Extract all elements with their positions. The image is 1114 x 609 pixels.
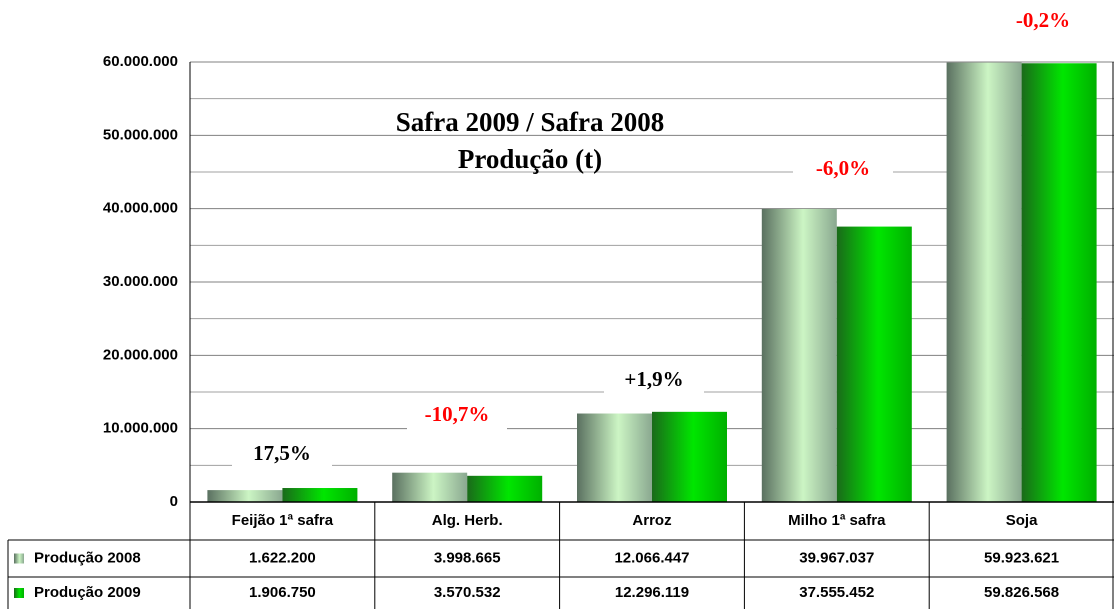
y-tick-label: 0 xyxy=(170,493,178,510)
bar xyxy=(652,411,727,502)
table-value: 59.923.621 xyxy=(984,549,1059,566)
table-value: 3.998.665 xyxy=(434,549,501,566)
annotation: -6,0% xyxy=(816,156,870,180)
y-tick-label: 40.000.000 xyxy=(103,200,178,217)
y-tick-label: 20.000.000 xyxy=(103,346,178,363)
bar xyxy=(282,488,358,502)
bar xyxy=(392,472,468,502)
annotation: -10,7% xyxy=(425,402,490,426)
legend-key xyxy=(14,588,24,598)
table-value: 59.826.568 xyxy=(984,584,1059,601)
bar xyxy=(577,413,652,502)
y-tick-label: 10.000.000 xyxy=(103,420,178,437)
annotation-bg xyxy=(793,150,893,190)
category-label: Alg. Herb. xyxy=(432,512,503,529)
bar xyxy=(946,62,1022,502)
chart-title: Produção (t) xyxy=(458,144,602,174)
category-label: Soja xyxy=(1006,512,1038,529)
annotation: 17,5% xyxy=(253,441,311,465)
legend-key xyxy=(14,553,24,564)
table-value: 1.622.200 xyxy=(249,549,316,566)
bar xyxy=(1021,63,1097,502)
annotation: -0,2% xyxy=(1016,8,1070,32)
annotation-bg xyxy=(993,2,1093,42)
table-value: 12.066.447 xyxy=(614,549,689,566)
table-value: 3.570.532 xyxy=(434,584,501,601)
bar xyxy=(467,475,543,502)
y-tick-label: 50.000.000 xyxy=(103,126,178,143)
y-tick-label: 30.000.000 xyxy=(103,273,178,290)
legend-label: Produção 2009 xyxy=(34,584,141,601)
chart-title: Safra 2009 / Safra 2008 xyxy=(396,107,664,137)
table-value: 12.296.119 xyxy=(615,584,689,601)
category-label: Milho 1ª safra xyxy=(788,512,886,529)
bar xyxy=(836,226,912,502)
category-label: Feijão 1ª safra xyxy=(232,512,334,529)
table-value: 39.967.037 xyxy=(799,549,874,566)
annotation-bg xyxy=(604,361,704,401)
legend-label: Produção 2008 xyxy=(34,549,141,566)
annotation: +1,9% xyxy=(624,367,683,391)
category-label: Arroz xyxy=(632,512,671,529)
table-value: 37.555.452 xyxy=(799,584,874,601)
bar xyxy=(207,490,283,502)
y-tick-label: 60.000.000 xyxy=(103,53,178,70)
bar xyxy=(761,208,837,503)
annotation-bg xyxy=(407,396,507,436)
table-value: 1.906.750 xyxy=(249,584,316,601)
annotation-bg xyxy=(232,435,332,475)
